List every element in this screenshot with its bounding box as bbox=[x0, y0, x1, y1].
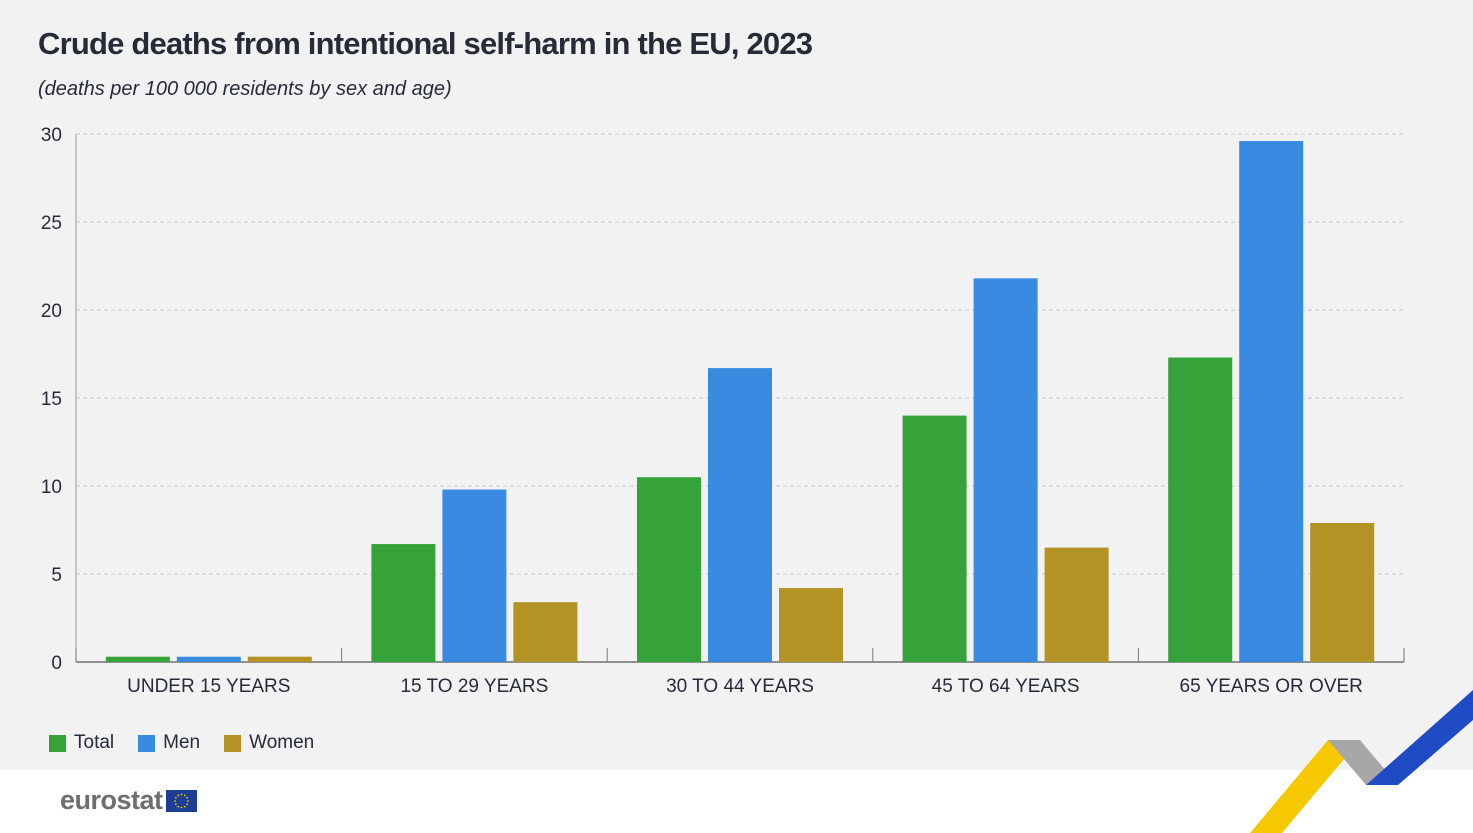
flag-star bbox=[186, 799, 189, 802]
bar-total bbox=[637, 477, 701, 662]
bar-total bbox=[1168, 357, 1233, 662]
chart-title: Crude deaths from intentional self-harm … bbox=[38, 26, 813, 61]
y-tick-label: 0 bbox=[51, 653, 62, 674]
bar-women bbox=[779, 588, 843, 662]
bar-total bbox=[371, 544, 436, 662]
y-tick-label: 20 bbox=[41, 301, 62, 322]
bar-women bbox=[513, 602, 578, 662]
bar-women bbox=[1044, 547, 1109, 662]
y-tick-label: 30 bbox=[41, 125, 62, 146]
flag-star bbox=[180, 806, 182, 808]
legend-label-women: Women bbox=[249, 732, 315, 753]
eurostat-logo[interactable]: eurostat bbox=[60, 785, 197, 816]
legend-label-men: Men bbox=[163, 732, 201, 753]
flag-star bbox=[173, 799, 176, 802]
bar-men bbox=[1239, 141, 1304, 663]
bar-women bbox=[247, 656, 312, 662]
y-tick-label: 15 bbox=[41, 389, 62, 410]
legend-swatch-women bbox=[224, 734, 242, 752]
eu-flag-icon bbox=[165, 789, 197, 812]
flag-star bbox=[183, 805, 186, 808]
x-tick-label: 30 TO 44 YEARS bbox=[666, 676, 814, 697]
chart-plot: 0 5 10 15 20 25 30 UNDER 15 YEARS 15 TO 29 YEARS… bbox=[41, 125, 1405, 697]
chart-legend: Total Men Women bbox=[49, 731, 338, 755]
chart-subtitle: (deaths per 100 000 residents by sex and… bbox=[38, 78, 452, 100]
y-tick-label: 10 bbox=[41, 477, 62, 498]
flag-star bbox=[180, 793, 182, 795]
footer-bar: eurostat bbox=[0, 770, 1473, 833]
bar-men bbox=[442, 489, 507, 662]
x-tick-label: 65 YEARS OR OVER bbox=[1180, 676, 1363, 697]
legend-label-total: Total bbox=[74, 732, 115, 753]
bar-total bbox=[105, 656, 170, 662]
legend-swatch-total bbox=[49, 734, 66, 752]
x-tick-label: 15 TO 29 YEARS bbox=[400, 676, 548, 697]
bar-total bbox=[902, 415, 967, 662]
y-tick-label: 25 bbox=[41, 213, 62, 234]
x-tick-label: UNDER 15 YEARS bbox=[127, 676, 290, 697]
x-tick-label: 45 TO 64 YEARS bbox=[932, 676, 1080, 697]
bar-men bbox=[176, 656, 241, 662]
legend-item-men[interactable]: Men bbox=[138, 732, 200, 754]
logo-text: eurostat bbox=[60, 785, 163, 815]
flag-star bbox=[183, 793, 186, 796]
flag-star bbox=[176, 805, 179, 808]
flag-star bbox=[185, 796, 188, 799]
y-tick-label: 5 bbox=[51, 565, 62, 586]
legend-item-women[interactable]: Women bbox=[224, 732, 314, 754]
flag-star bbox=[185, 802, 188, 805]
flag-star bbox=[176, 793, 179, 796]
flag-star bbox=[174, 796, 177, 799]
legend-swatch-men bbox=[138, 734, 156, 752]
bar-men bbox=[708, 368, 772, 662]
bar-men bbox=[973, 278, 1038, 662]
bar-women bbox=[1310, 522, 1375, 662]
legend-item-total[interactable]: Total bbox=[49, 732, 114, 754]
flag-star bbox=[174, 802, 177, 805]
